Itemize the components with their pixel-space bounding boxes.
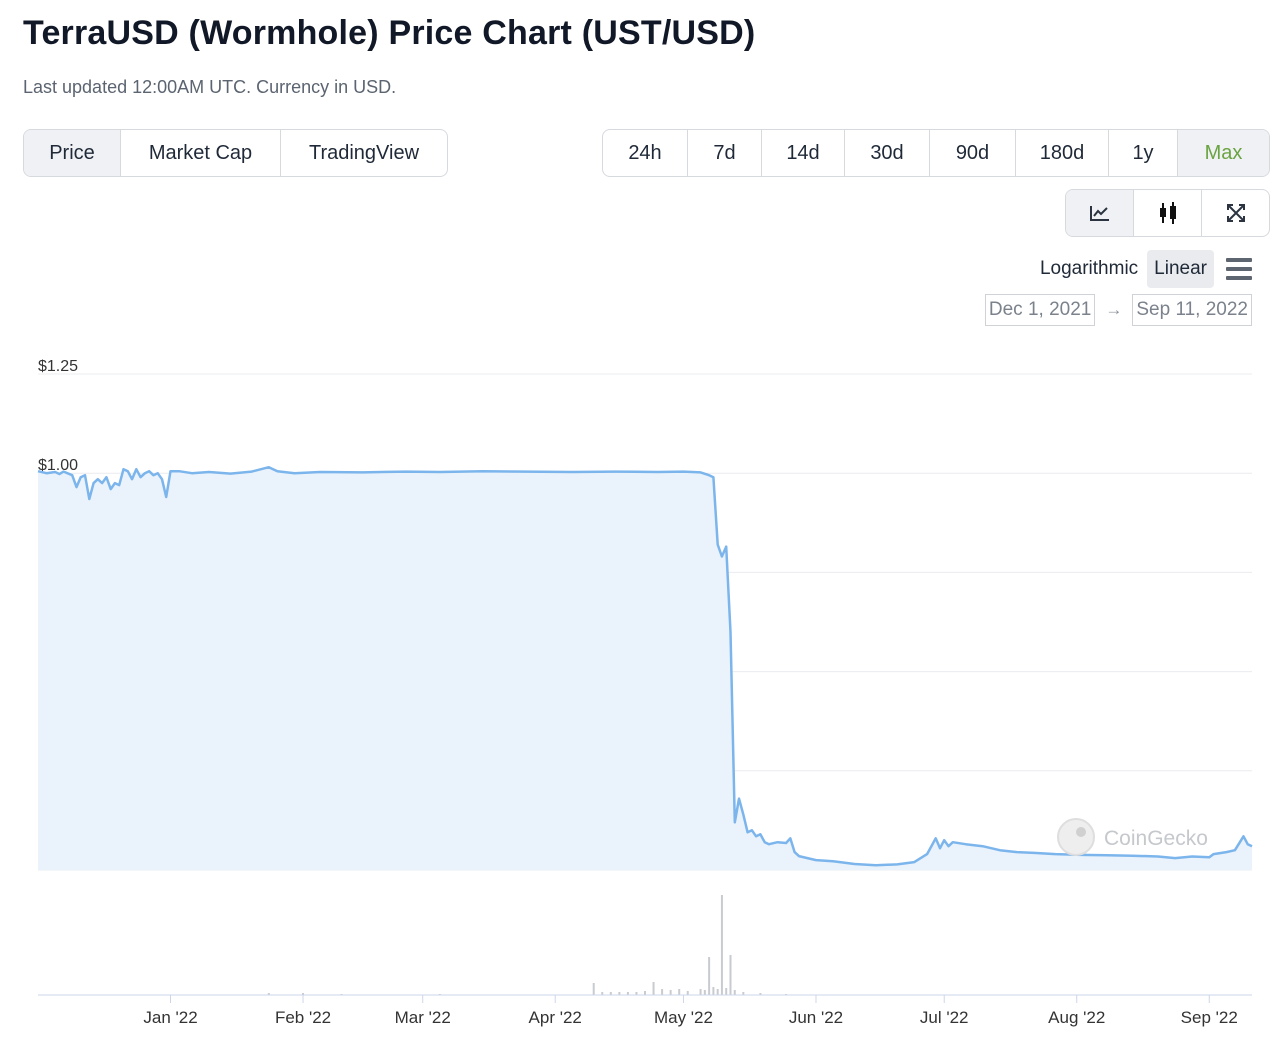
volume-bar <box>626 992 629 995</box>
volume-bar <box>733 990 736 995</box>
last-updated-note: Last updated 12:00AM UTC. Currency in US… <box>23 77 397 97</box>
range-max-button[interactable]: Max <box>1178 130 1269 176</box>
range-90d-button[interactable]: 90d <box>930 130 1016 176</box>
tab-price[interactable]: Price <box>24 130 121 176</box>
gecko-eye-icon <box>1076 827 1086 837</box>
range-24h-button[interactable]: 24h <box>603 130 688 176</box>
chart-type-tools <box>1065 189 1270 237</box>
volume-bar <box>267 993 270 995</box>
price-chart[interactable]: $1.25$1.00$0.750000$0.500000$0.250000$0.… <box>0 340 1282 1040</box>
fullscreen-button[interactable] <box>1202 190 1269 236</box>
coingecko-watermark <box>1057 818 1095 856</box>
volume-bar <box>686 991 689 995</box>
range-30d-button[interactable]: 30d <box>845 130 930 176</box>
date-from-input[interactable]: Dec 1, 2021 <box>984 294 1096 326</box>
volume-bar <box>601 992 604 995</box>
volume-bar <box>742 992 745 995</box>
y-axis-tick-label: $1.00 <box>38 457 78 474</box>
x-axis-tick-label: May '22 <box>654 1008 713 1027</box>
tab-market-cap[interactable]: Market Cap <box>121 130 281 176</box>
volume-bar <box>669 990 672 995</box>
volume-bar <box>725 988 728 995</box>
volume-bar <box>699 989 702 995</box>
x-axis-tick-label: Jul '22 <box>920 1008 969 1027</box>
line-chart-button[interactable] <box>1066 190 1134 236</box>
range-1y-button[interactable]: 1y <box>1109 130 1178 176</box>
price-line <box>37 465 1253 867</box>
volume-bar <box>644 991 646 995</box>
volume-bar <box>661 989 664 995</box>
range-14d-button[interactable]: 14d <box>762 130 845 176</box>
x-axis-tick-label: Sep '22 <box>1181 1008 1238 1027</box>
x-axis-tick-label: Mar '22 <box>395 1008 451 1027</box>
y-axis-tick-label: $1.25 <box>38 358 78 375</box>
volume-bar <box>609 992 612 995</box>
price-area <box>38 467 1252 870</box>
volume-bar <box>678 989 681 995</box>
date-to-input[interactable]: Sep 11, 2022 <box>1132 294 1252 326</box>
volume-bar <box>703 990 706 995</box>
arrow-right-icon: → <box>1105 300 1123 319</box>
volume-bar <box>652 982 655 995</box>
fullscreen-icon <box>1226 204 1245 222</box>
x-axis-tick-label: Aug '22 <box>1048 1008 1105 1027</box>
date-range-selector: Dec 1, 2021 → Sep 11, 2022 <box>984 294 1252 326</box>
volume-bar <box>759 993 762 995</box>
x-axis-tick-label: Jun '22 <box>789 1008 843 1027</box>
range-180d-button[interactable]: 180d <box>1016 130 1109 176</box>
volume-bar <box>592 983 595 995</box>
tab-tradingview[interactable]: TradingView <box>308 141 420 164</box>
coingecko-logo-icon <box>1057 818 1095 856</box>
volume-bar <box>635 992 638 995</box>
candlestick-icon <box>1159 202 1176 224</box>
volume-bar <box>708 957 711 995</box>
x-axis-tick-label: Feb '22 <box>275 1008 331 1027</box>
scale-toggle: Logarithmic Linear <box>1033 250 1252 288</box>
volume-bar <box>716 989 719 995</box>
candlestick-button[interactable] <box>1134 190 1202 236</box>
linear-button[interactable]: Linear <box>1147 250 1214 288</box>
volume-bar <box>729 955 732 995</box>
volume-bar <box>618 992 621 995</box>
watermark-text: CoinGecko <box>1104 827 1208 850</box>
view-tabs: Price Market Cap TradingView <box>23 129 448 177</box>
x-axis-tick-label: Jan '22 <box>143 1008 197 1027</box>
logarithmic-button[interactable]: Logarithmic <box>1039 258 1139 279</box>
x-axis-tick-label: Apr '22 <box>529 1008 582 1027</box>
hamburger-menu-icon[interactable] <box>1226 258 1252 280</box>
volume-bar <box>302 993 305 995</box>
volume-bar <box>720 895 723 995</box>
time-range-tabs: 24h 7d 14d 30d 90d 180d 1y Max <box>602 129 1270 177</box>
volume-bar <box>712 987 715 995</box>
range-7d-button[interactable]: 7d <box>688 130 762 176</box>
line-chart-icon <box>1089 206 1109 221</box>
page-title: TerraUSD (Wormhole) Price Chart (UST/USD… <box>23 14 756 52</box>
